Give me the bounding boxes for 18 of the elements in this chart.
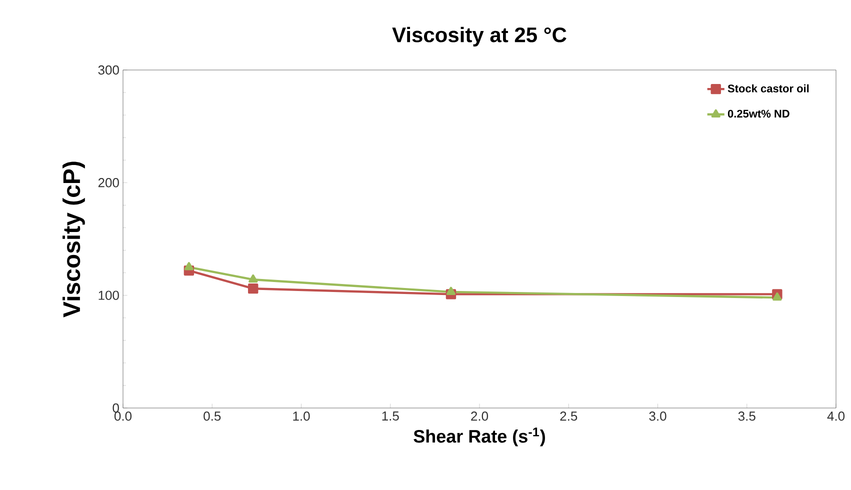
x-axis-title: Shear Rate (s$^{-1}$): [414, 428, 545, 446]
x-tick-label: 2.0: [471, 412, 488, 421]
x-tick-label: 0.0: [114, 412, 132, 421]
chart-title: Viscosity at 25 °C: [392, 26, 566, 46]
y-tick-label: 0: [112, 403, 119, 413]
x-tick-label: 0.5: [204, 412, 221, 421]
x-tick-label: 2.5: [560, 412, 578, 421]
y-tick-label: 100: [98, 290, 119, 300]
y-axis-title: Viscosity (cP): [62, 162, 85, 318]
x-tick-label: 4.0: [827, 412, 845, 421]
x-tick-label: 1.5: [382, 412, 399, 421]
y-tick-label: 300: [98, 65, 119, 75]
legend-label: 0.25wt% ND: [728, 110, 790, 118]
y-tick-label: 200: [98, 178, 119, 188]
x-tick-label: 1.0: [293, 412, 310, 421]
legend-label: Stock castor oil: [728, 84, 809, 92]
x-tick-label: 3.0: [649, 412, 666, 421]
x-tick-label: 3.5: [738, 412, 756, 421]
